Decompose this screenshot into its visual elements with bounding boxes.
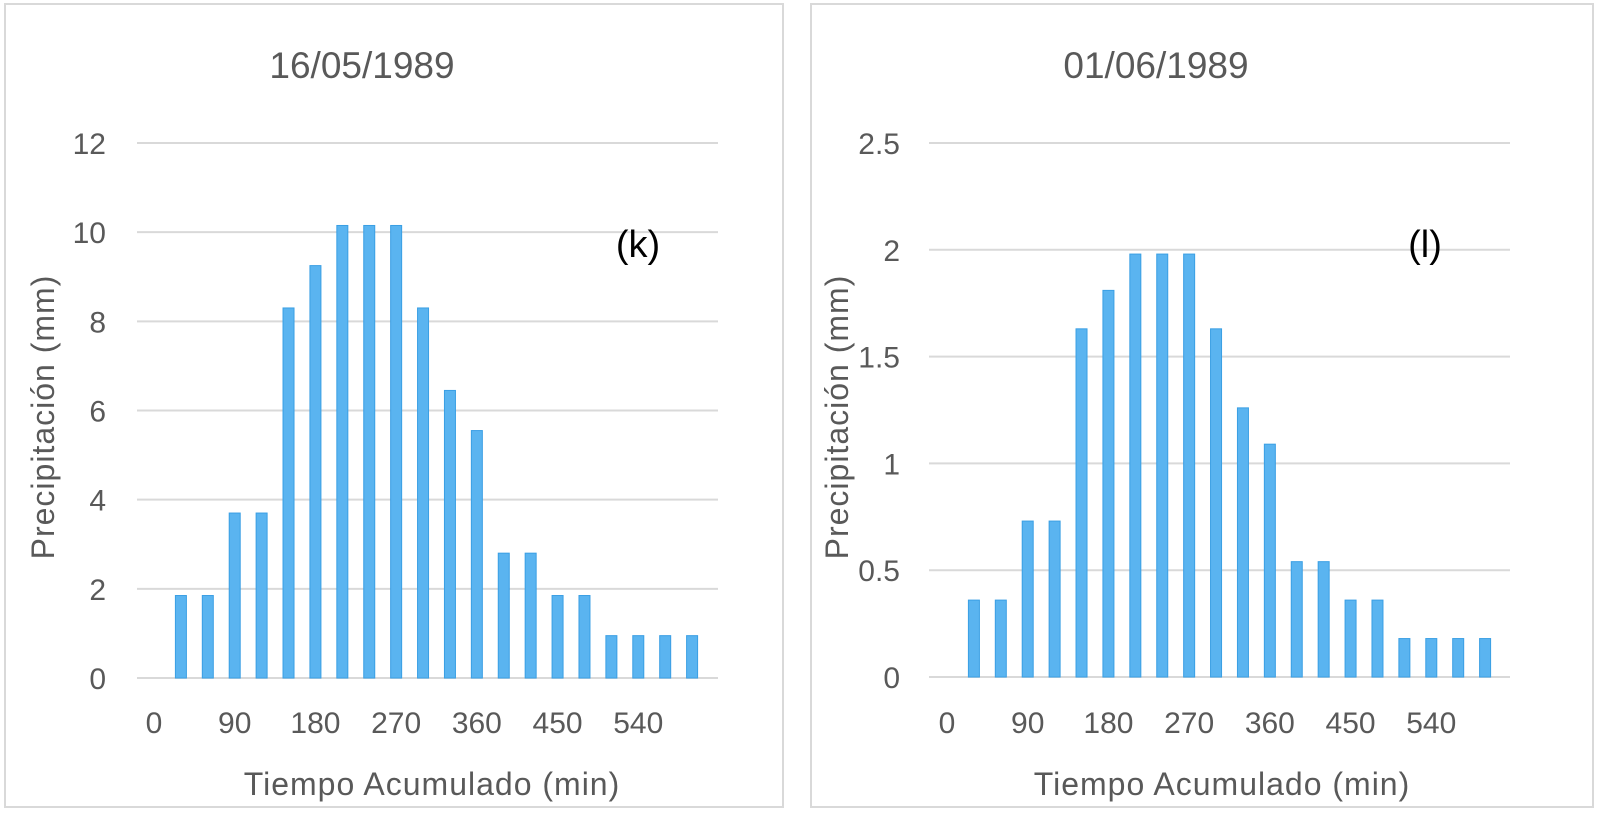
chart-k-bar xyxy=(443,389,456,679)
chart-k-bar xyxy=(417,307,430,679)
chart-l-x-ticks: 0 90 180 270 360 450 540 xyxy=(939,707,1457,740)
chart-l-bar xyxy=(1317,561,1330,678)
chart-k-x-tick-label: 180 xyxy=(290,707,340,740)
chart-k-bar xyxy=(578,595,591,679)
chart-k-y-tick-label: 10 xyxy=(73,217,106,250)
chart-k-bar xyxy=(174,595,187,679)
chart-k-title: 16/05/1989 xyxy=(269,45,454,86)
chart-k-bar xyxy=(336,224,349,679)
chart-l-bar xyxy=(1371,599,1384,678)
chart-l-bar xyxy=(1183,253,1196,678)
chart-l-y-tick-label: 0 xyxy=(883,662,900,695)
chart-k-bar xyxy=(551,595,564,679)
chart-k-y-tick-label: 2 xyxy=(89,574,106,607)
chart-k-y-tick-label: 12 xyxy=(73,128,106,161)
chart-l-bar xyxy=(1398,638,1411,678)
chart-l-bar xyxy=(1102,289,1115,678)
chart-k-bar xyxy=(228,512,241,679)
chart-k-x-tick-label: 540 xyxy=(613,707,663,740)
chart-k-x-ticks: 0 90 180 270 360 450 540 xyxy=(146,707,664,740)
chart-l-bar xyxy=(1452,638,1465,678)
chart-l-bar xyxy=(1075,328,1088,678)
chart-l-x-tick-label: 540 xyxy=(1406,707,1456,740)
chart-k-bar xyxy=(390,224,403,679)
chart-k-bar xyxy=(524,552,537,679)
chart-l-y-tick-label: 2 xyxy=(883,235,900,268)
chart-l-x-tick-label: 90 xyxy=(1011,707,1044,740)
chart-l-bar xyxy=(1479,638,1492,678)
chart-k-bar xyxy=(201,595,214,679)
chart-l-y-tick-label: 1.5 xyxy=(858,342,900,375)
chart-l-y-tick-label: 2.5 xyxy=(858,128,900,161)
chart-k-y-ticks: 0 2 4 6 8 10 12 xyxy=(73,128,106,696)
chart-l-bar xyxy=(1290,561,1303,678)
chart-l-x-tick-label: 450 xyxy=(1326,707,1376,740)
chart-k-x-axis-title: Tiempo Acumulado (min) xyxy=(244,766,621,802)
chart-l-x-tick-label: 360 xyxy=(1245,707,1295,740)
chart-k-y-tick-label: 8 xyxy=(89,306,106,339)
chart-l-bar xyxy=(1048,520,1061,678)
chart-k-x-tick-label: 360 xyxy=(452,707,502,740)
chart-k-y-tick-label: 0 xyxy=(89,663,106,696)
chart-l-svg: 01/06/1989 (l) Tiempo Acumulado (min) Pr… xyxy=(819,45,1510,802)
chart-k-y-tick-label: 4 xyxy=(89,485,106,518)
chart-l-x-tick-label: 270 xyxy=(1164,707,1214,740)
chart-l-x-tick-label: 180 xyxy=(1083,707,1133,740)
chart-l-y-tick-label: 1 xyxy=(883,448,900,481)
chart-l-bar xyxy=(1263,443,1276,678)
chart-l-bar xyxy=(967,599,980,678)
chart-k-bar xyxy=(255,512,268,679)
chart-panel-k: 16/05/1989 (k) Tiempo Acumulado (min) Pr… xyxy=(4,3,784,808)
chart-l-bar xyxy=(1129,253,1142,678)
chart-k-bar xyxy=(497,552,510,679)
chart-l-x-tick-label: 0 xyxy=(939,707,956,740)
chart-l-bar xyxy=(994,599,1007,678)
chart-l-x-axis-title: Tiempo Acumulado (min) xyxy=(1034,766,1411,802)
chart-k-x-tick-label: 270 xyxy=(371,707,421,740)
chart-k-x-tick-label: 90 xyxy=(218,707,251,740)
chart-k-bars xyxy=(174,224,699,679)
chart-l-bar xyxy=(1210,328,1223,678)
chart-k-x-tick-label: 450 xyxy=(533,707,583,740)
chart-k-bar xyxy=(470,430,483,679)
chart-l-bar xyxy=(1344,599,1357,678)
chart-l-y-axis-title: Precipitación (mm) xyxy=(819,275,855,560)
chart-l-bar xyxy=(1156,253,1169,678)
chart-k-bar xyxy=(659,635,672,679)
chart-l-title: 01/06/1989 xyxy=(1063,45,1248,86)
chart-k-y-axis-title: Precipitación (mm) xyxy=(25,275,61,560)
chart-k-bar xyxy=(309,265,322,679)
chart-l-y-ticks: 0 0.5 1 1.5 2 2.5 xyxy=(858,128,900,695)
chart-k-x-tick-label: 0 xyxy=(146,707,163,740)
chart-panel-l: 01/06/1989 (l) Tiempo Acumulado (min) Pr… xyxy=(810,3,1594,808)
chart-k-bar xyxy=(282,307,295,679)
chart-k-svg: 16/05/1989 (k) Tiempo Acumulado (min) Pr… xyxy=(25,45,718,802)
chart-l-bar xyxy=(1425,638,1438,678)
chart-k-bar xyxy=(632,635,645,679)
chart-k-bar xyxy=(363,224,376,679)
chart-k-annotation: (k) xyxy=(616,224,660,266)
chart-l-bar xyxy=(1236,407,1249,678)
chart-k-bar xyxy=(686,635,699,679)
chart-l-bars xyxy=(967,253,1492,678)
chart-k-bar xyxy=(605,635,618,679)
chart-l-annotation: (l) xyxy=(1408,224,1442,266)
chart-k-y-tick-label: 6 xyxy=(89,396,106,429)
chart-l-y-tick-label: 0.5 xyxy=(858,555,900,588)
chart-l-bar xyxy=(1021,520,1034,678)
